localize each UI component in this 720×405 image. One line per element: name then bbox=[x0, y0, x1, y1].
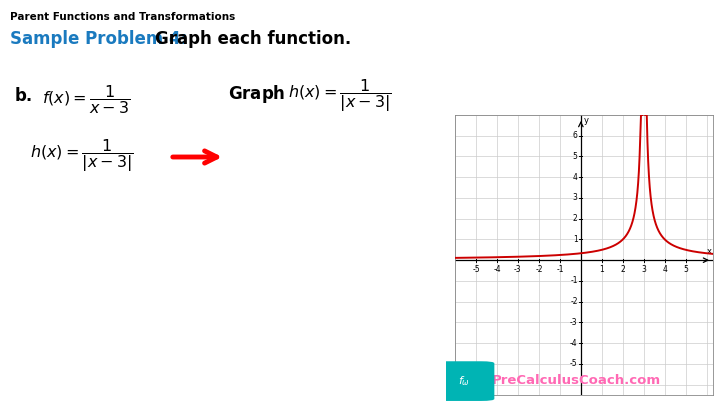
Text: -4: -4 bbox=[570, 339, 577, 347]
Text: 5: 5 bbox=[683, 265, 688, 274]
Text: -1: -1 bbox=[570, 277, 577, 286]
Text: 4: 4 bbox=[573, 173, 577, 182]
Text: -2: -2 bbox=[535, 265, 543, 274]
Text: PreCalculusCoach.com: PreCalculusCoach.com bbox=[492, 374, 661, 387]
Text: 6: 6 bbox=[573, 131, 577, 140]
Text: 2: 2 bbox=[621, 265, 625, 274]
Text: -1: -1 bbox=[556, 265, 564, 274]
Text: $h(x) = \dfrac{1}{|x-3|}$: $h(x) = \dfrac{1}{|x-3|}$ bbox=[30, 137, 134, 174]
FancyBboxPatch shape bbox=[433, 361, 495, 401]
Text: $f_\omega$: $f_\omega$ bbox=[458, 374, 469, 388]
Text: Parent Functions and Transformations: Parent Functions and Transformations bbox=[10, 12, 235, 22]
Text: 5: 5 bbox=[573, 152, 577, 161]
Text: x: x bbox=[706, 247, 711, 256]
Text: -5: -5 bbox=[472, 265, 480, 274]
Text: $f(x) = \dfrac{1}{x-3}$: $f(x) = \dfrac{1}{x-3}$ bbox=[42, 83, 130, 116]
Text: 3: 3 bbox=[642, 265, 647, 274]
Text: b.: b. bbox=[15, 87, 33, 105]
Text: -3: -3 bbox=[514, 265, 522, 274]
Text: -2: -2 bbox=[570, 297, 577, 306]
Text: 4: 4 bbox=[662, 265, 667, 274]
Text: y: y bbox=[583, 116, 588, 125]
Text: 1: 1 bbox=[600, 265, 604, 274]
Text: Sample Problem 4:: Sample Problem 4: bbox=[10, 30, 187, 48]
Text: -5: -5 bbox=[570, 359, 577, 369]
Text: $h(x) = \dfrac{1}{|x-3|}$: $h(x) = \dfrac{1}{|x-3|}$ bbox=[288, 77, 392, 114]
Text: Graph each function.: Graph each function. bbox=[155, 30, 351, 48]
Text: -4: -4 bbox=[493, 265, 501, 274]
Text: 1: 1 bbox=[573, 235, 577, 244]
Text: $\bf{Graph}$: $\bf{Graph}$ bbox=[228, 83, 285, 105]
Text: 3: 3 bbox=[573, 194, 577, 202]
Text: 2: 2 bbox=[573, 214, 577, 223]
Text: -3: -3 bbox=[570, 318, 577, 327]
